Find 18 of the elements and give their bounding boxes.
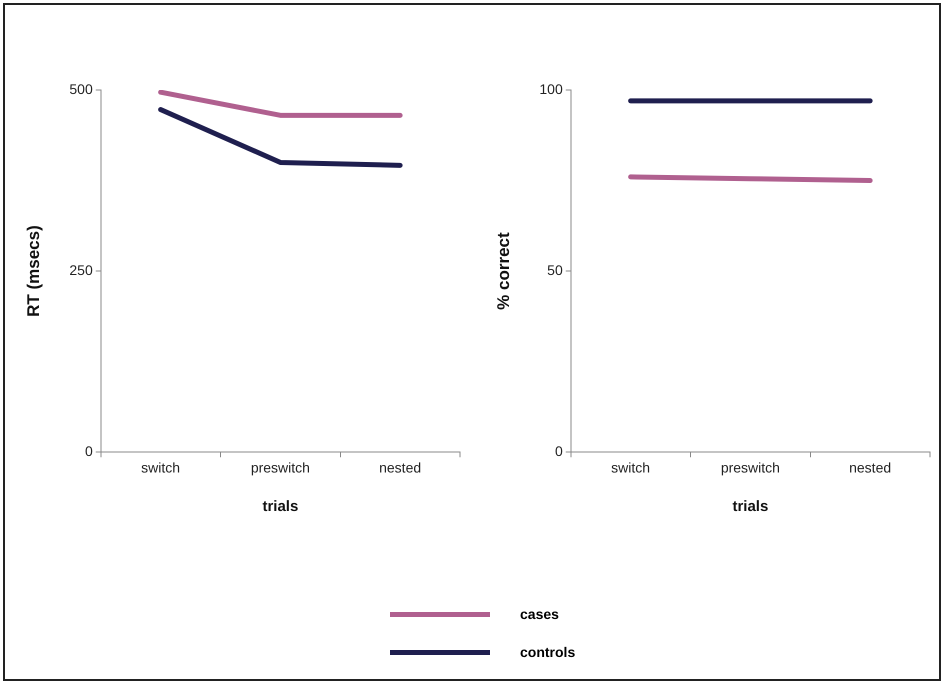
y-tick-label: 0 — [554, 443, 563, 460]
text: controls — [520, 644, 576, 660]
x-axis-title: trials — [732, 498, 768, 516]
y-tick-label: 250 — [69, 262, 93, 278]
x-tick-label: preswitch — [250, 459, 310, 476]
text: cases — [520, 606, 559, 622]
y-tick-label: 100 — [539, 80, 563, 97]
y-tick-label: 0 — [84, 443, 93, 460]
x-axis-title: trials — [262, 498, 298, 516]
y-axis-title: RT (msecs) — [24, 225, 43, 317]
x-tick-label: nested — [849, 459, 892, 476]
y-tick-label: 50 — [547, 262, 563, 278]
x-tick-label: switch — [141, 459, 180, 476]
x-tick-label: switch — [611, 459, 650, 476]
y-axis-title: % correct — [494, 232, 513, 310]
x-tick-label: nested — [379, 459, 422, 476]
y-tick-label: 500 — [69, 80, 93, 97]
x-tick-label: preswitch — [720, 459, 780, 476]
